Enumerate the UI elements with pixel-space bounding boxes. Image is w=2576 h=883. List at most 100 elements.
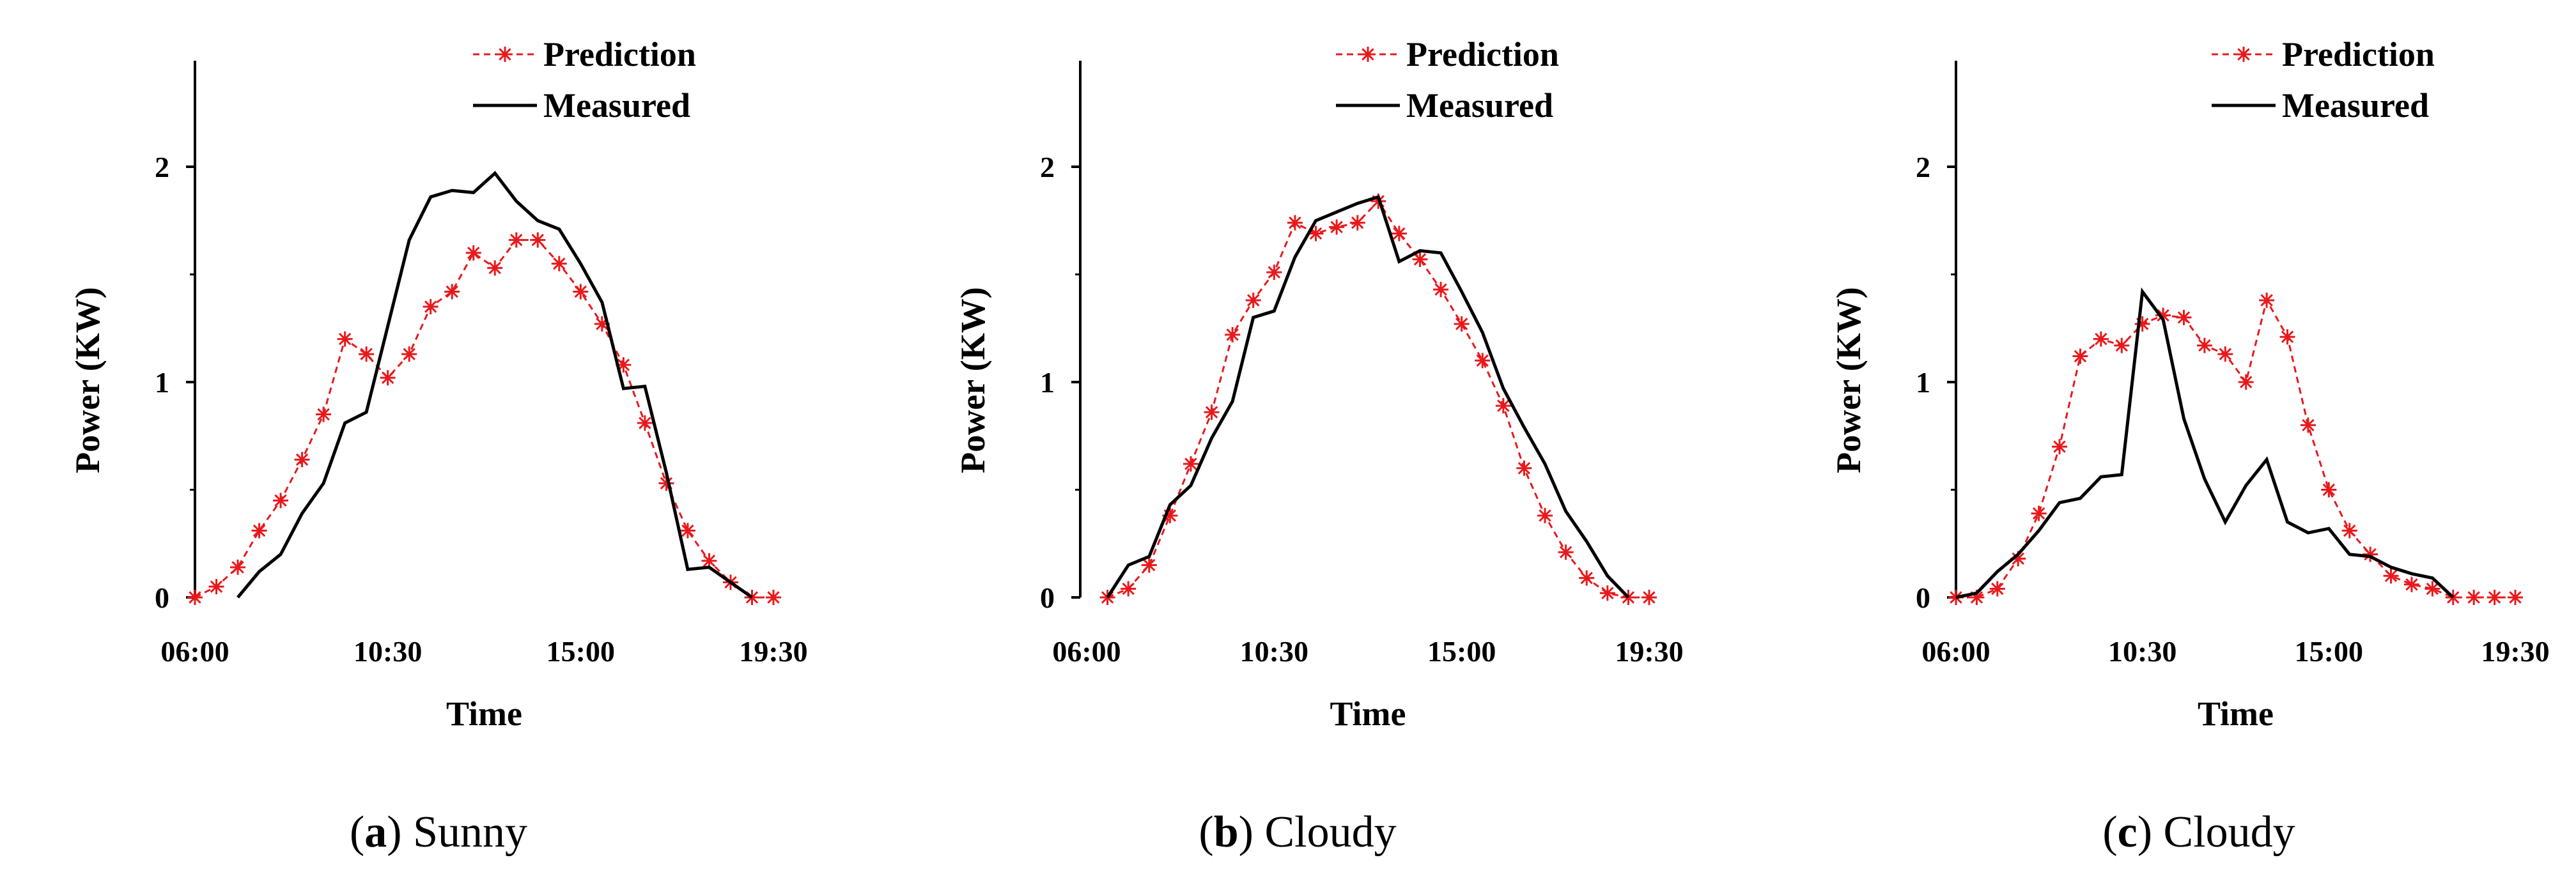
prediction-point (444, 284, 460, 300)
x-axis-title: Time (446, 695, 522, 733)
prediction-point (1245, 292, 1261, 308)
measured-series-line (1106, 195, 1630, 599)
prediction-point (2072, 348, 2088, 364)
prediction-point (465, 245, 481, 261)
prediction-point (1641, 590, 1657, 605)
prediction-point (1433, 282, 1449, 298)
x-tick-label: 06:00 (1052, 635, 1121, 668)
y-axis-title: Power (KW) (1829, 287, 1868, 473)
prediction-point (2300, 417, 2316, 433)
panel-caption: (a) Sunny (350, 808, 527, 857)
prediction-point (2176, 309, 2192, 325)
y-tick-label: 0 (1916, 581, 1930, 614)
prediction-point (2403, 576, 2419, 592)
y-tick-label: 1 (155, 366, 169, 399)
prediction-point (2363, 546, 2378, 562)
prediction-point (1121, 581, 1137, 597)
x-tick-label: 19:30 (1615, 635, 1683, 668)
prediction-point (2487, 590, 2502, 605)
x-tick-label: 10:30 (353, 635, 422, 668)
prediction-point (2114, 337, 2130, 353)
prediction-point (2031, 505, 2047, 521)
prediction-point (251, 523, 267, 539)
legend-prediction-marker (2236, 47, 2251, 62)
x-tick-label: 06:00 (1921, 635, 1990, 668)
panel-caption: (c) Cloudy (2102, 808, 2295, 857)
caption-paren-open: ( (2102, 808, 2117, 857)
legend-prediction-label: Prediction (543, 35, 696, 73)
panel-b: 0 1 2 06:00 10:30 15:00 19:30 Time Power (KW) Pre… (954, 35, 1684, 857)
prediction-point (187, 590, 203, 605)
y-tick-label: 0 (1040, 581, 1055, 614)
legend: Prediction Measured (1336, 35, 1559, 125)
legend-prediction-label: Prediction (1406, 35, 1559, 73)
measured-series-line (237, 171, 753, 599)
prediction-point (1287, 215, 1303, 231)
prediction-point (2383, 568, 2399, 584)
prediction-point (273, 493, 289, 509)
y-axis-title: Power (KW) (68, 287, 107, 473)
prediction-point (2341, 523, 2357, 539)
prediction-point (2238, 374, 2254, 390)
prediction-point (1349, 215, 1365, 231)
panel-a: 0 1 2 06:00 10:30 15:00 19:30 Time Power (KW) Pre… (68, 35, 808, 857)
x-tick-label: 19:30 (2481, 635, 2549, 668)
panel-c: 0 1 2 06:00 10:30 15:00 19:30 Time Power (KW) Pre… (1829, 35, 2550, 857)
y-tick-label: 2 (1040, 151, 1055, 183)
prediction-point (1579, 570, 1595, 586)
prediction-point (573, 284, 589, 300)
prediction-point (637, 415, 653, 431)
prediction-point (2196, 337, 2212, 353)
prediction-point (2093, 331, 2109, 347)
prediction-point (2321, 482, 2337, 498)
prediction-point (1225, 326, 1241, 342)
panel-caption: (b) Cloudy (1199, 808, 1396, 857)
legend-prediction-marker (1360, 47, 1376, 62)
y-tick-label: 2 (155, 151, 169, 183)
caption-paren-close: ) (387, 808, 413, 857)
x-axis-title: Time (1330, 695, 1406, 733)
x-tick-label: 19:30 (739, 635, 807, 668)
x-tick-label: 10:30 (1240, 635, 1308, 668)
legend-measured-label: Measured (543, 86, 690, 125)
prediction-series-line (194, 239, 773, 599)
prediction-point (1599, 585, 1615, 601)
legend-prediction-label: Prediction (2282, 35, 2435, 73)
prediction-point (337, 331, 353, 347)
prediction-point (1989, 581, 2005, 597)
prediction-point (1329, 219, 1345, 235)
legend: Prediction Measured (2212, 35, 2435, 125)
prediction-point (359, 346, 375, 362)
caption-letter: c (2118, 808, 2138, 857)
prediction-point (1412, 251, 1428, 267)
prediction-point (230, 559, 246, 575)
prediction-point (508, 232, 524, 248)
caption-paren-close: ) (1239, 808, 1265, 857)
y-tick-label: 1 (1916, 366, 1930, 399)
y-tick-label: 1 (1040, 366, 1055, 399)
x-axis-title: Time (2198, 695, 2274, 733)
caption-text: Cloudy (1264, 808, 1396, 857)
x-tick-label: 06:00 (160, 635, 229, 668)
prediction-point (2508, 590, 2523, 605)
y-tick-label: 2 (1916, 151, 1930, 183)
caption-paren-open: ( (1199, 808, 1213, 857)
x-tick-label: 15:00 (1427, 635, 1496, 668)
caption-text: Sunny (413, 808, 527, 857)
prediction-series-line (1956, 297, 2515, 599)
prediction-point (2259, 292, 2275, 308)
prediction-point (1516, 460, 1532, 476)
prediction-point (1141, 557, 1157, 573)
legend: Prediction Measured (473, 35, 696, 125)
prediction-point (401, 346, 417, 362)
prediction-point (423, 299, 438, 315)
caption-paren-close: ) (2138, 808, 2164, 857)
caption-letter: a (364, 808, 387, 857)
legend-measured-label: Measured (2282, 86, 2429, 125)
x-tick-label: 15:00 (2295, 635, 2363, 668)
prediction-point (1558, 544, 1574, 560)
prediction-point (530, 232, 546, 248)
prediction-point (1495, 398, 1511, 414)
caption-letter: b (1214, 808, 1239, 857)
